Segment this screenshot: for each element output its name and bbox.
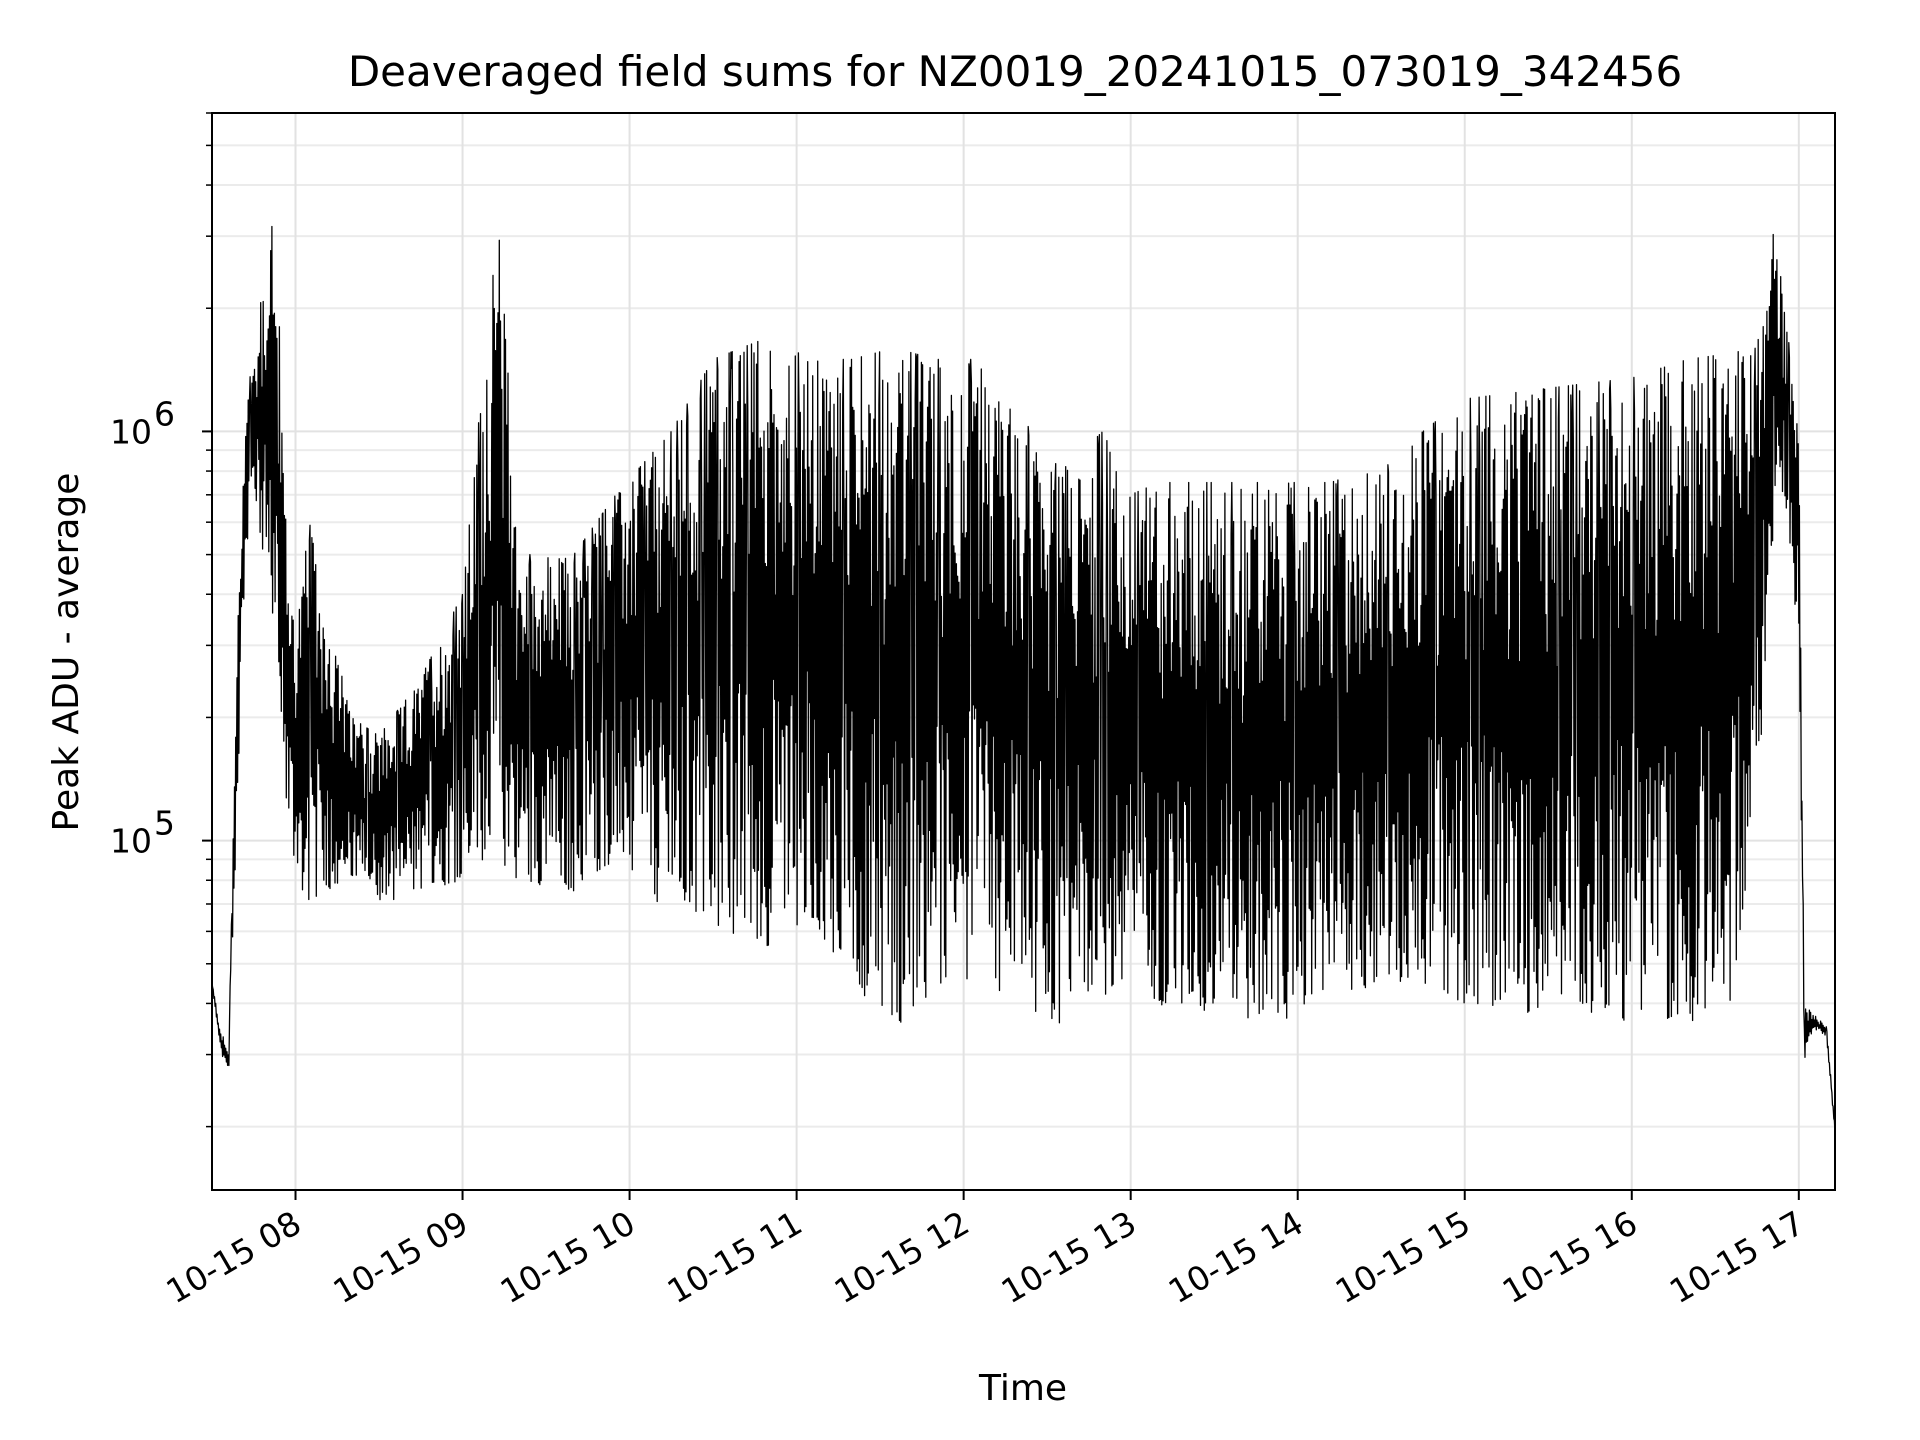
x-tick-label: 10-15 13 <box>995 1203 1143 1311</box>
x-tick-label: 10-15 12 <box>828 1203 976 1311</box>
x-axis-title: Time <box>978 1368 1067 1409</box>
y-tick-label: 10 <box>110 822 152 861</box>
plot-frame <box>211 112 1836 1191</box>
data-series <box>211 225 1836 1135</box>
x-tick-label: 10-15 09 <box>327 1203 475 1311</box>
x-tick-label: 10-15 11 <box>661 1203 809 1311</box>
y-axis-title: Peak ADU - average <box>46 473 87 832</box>
x-axis: 10-15 08 10-15 09 10-15 10 10-15 11 10-15 12… <box>160 1190 1811 1311</box>
x-tick-label: 10-15 10 <box>494 1203 642 1311</box>
x-tick-label: 10-15 17 <box>1663 1203 1811 1311</box>
x-tick-label: 10-15 14 <box>1162 1203 1310 1311</box>
x-tick-label: 10-15 16 <box>1496 1203 1644 1311</box>
chart-title: Deaveraged field sums for NZ0019_2024101… <box>348 47 1682 96</box>
x-tick-label: 10-15 15 <box>1329 1203 1477 1311</box>
x-tick-label: 10-15 08 <box>160 1203 308 1311</box>
y-tick-exponent: 6 <box>154 394 175 433</box>
y-tick-exponent: 5 <box>154 804 175 843</box>
y-tick-label: 10 <box>110 412 152 451</box>
series-line <box>211 225 1836 1135</box>
